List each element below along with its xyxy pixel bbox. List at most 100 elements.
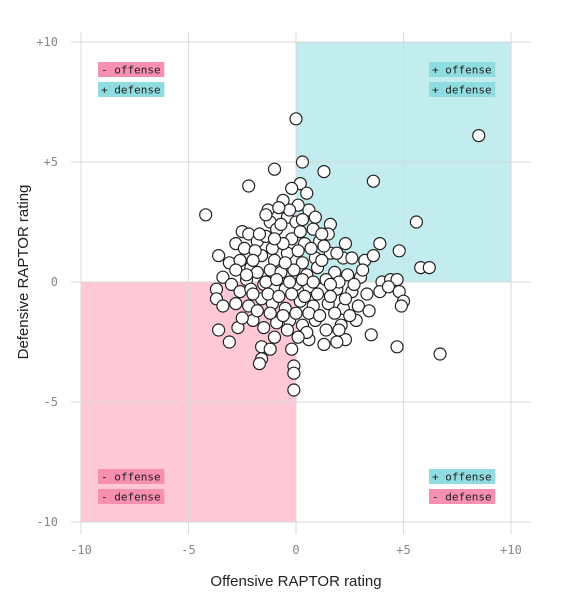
y-tick-label: +5 xyxy=(44,155,58,169)
data-point xyxy=(313,309,327,323)
quadrant-label-badge xyxy=(98,469,165,484)
data-point xyxy=(233,285,247,299)
data-point xyxy=(252,357,267,371)
data-point xyxy=(259,275,273,289)
quadrant-label-badge xyxy=(429,469,496,484)
data-point xyxy=(263,342,277,356)
data-point xyxy=(390,340,404,354)
data-point xyxy=(381,280,396,294)
quadrant-labels: - offense + defense + offense + defense - of… xyxy=(98,62,496,504)
data-point xyxy=(341,268,355,282)
y-tick-label: 0 xyxy=(51,275,58,289)
data-point xyxy=(295,256,310,270)
data-point xyxy=(252,227,267,241)
quadrant-label-badge xyxy=(98,82,165,97)
data-point xyxy=(246,287,260,301)
data-point xyxy=(261,287,275,301)
data-point xyxy=(285,181,299,195)
data-point xyxy=(394,299,408,313)
data-point xyxy=(287,366,301,380)
data-point xyxy=(317,337,331,351)
data-point xyxy=(270,273,284,287)
data-point xyxy=(338,237,353,251)
data-point xyxy=(222,335,236,349)
data-point xyxy=(295,213,310,227)
data-point xyxy=(300,186,314,200)
x-axis-label: Offensive RAPTOR rating xyxy=(210,573,381,590)
data-point xyxy=(293,225,307,239)
data-point xyxy=(287,383,301,397)
data-point xyxy=(285,287,299,301)
data-point xyxy=(267,330,282,344)
x-tick-label: 0 xyxy=(292,543,299,557)
data-point xyxy=(304,241,318,255)
data-point xyxy=(317,165,331,179)
data-point xyxy=(250,265,264,279)
data-point xyxy=(289,306,303,320)
data-point xyxy=(356,263,370,277)
data-point xyxy=(282,203,297,217)
data-point xyxy=(319,323,333,337)
data-point xyxy=(345,251,359,265)
data-point xyxy=(285,342,299,356)
x-tick-label: -10 xyxy=(70,543,92,557)
data-point xyxy=(259,208,273,222)
data-point xyxy=(298,289,312,303)
data-point xyxy=(291,244,305,258)
data-point xyxy=(278,256,292,270)
data-point xyxy=(343,309,357,323)
y-tick-labels: +10 +5 0 -5 -10 xyxy=(36,35,58,529)
y-tick-label: -10 xyxy=(36,515,58,529)
data-point xyxy=(250,304,264,318)
data-point xyxy=(246,253,260,267)
quadrant-label-text: + offense xyxy=(432,471,492,484)
data-point xyxy=(392,244,406,258)
data-point xyxy=(212,249,226,263)
data-point xyxy=(287,263,301,277)
quadrant-label-badge xyxy=(429,489,496,504)
data-point xyxy=(308,210,322,224)
data-point xyxy=(267,232,282,246)
data-point xyxy=(216,299,230,313)
data-point xyxy=(315,253,329,267)
data-point xyxy=(280,323,294,337)
data-point xyxy=(216,270,230,284)
data-point xyxy=(315,227,329,241)
data-point xyxy=(291,330,305,344)
data-point xyxy=(224,277,239,291)
data-point xyxy=(472,129,486,143)
data-point xyxy=(267,162,282,176)
data-points xyxy=(199,112,486,397)
data-point xyxy=(409,215,423,229)
data-point xyxy=(295,155,310,169)
data-point xyxy=(330,246,344,260)
data-point xyxy=(362,304,376,318)
quadrant-label-text: - offense xyxy=(101,471,161,484)
quadrant-label-badge xyxy=(98,489,165,504)
data-point xyxy=(317,239,331,253)
x-tick-label: +10 xyxy=(500,543,522,557)
data-point xyxy=(242,179,256,193)
x-tick-label: -5 xyxy=(181,543,195,557)
data-point xyxy=(323,289,337,303)
data-point xyxy=(310,287,325,301)
data-point xyxy=(274,217,288,231)
quadrant-label-badge xyxy=(429,82,496,97)
data-point xyxy=(360,287,374,301)
data-point xyxy=(229,297,243,311)
data-point xyxy=(433,347,447,361)
quadrant-label-badge xyxy=(429,62,496,77)
quadrant-label-text: - defense xyxy=(101,491,161,504)
data-point xyxy=(373,237,387,251)
quadrant-label-text: - defense xyxy=(432,491,492,504)
quadrant-label-badge xyxy=(98,62,165,77)
data-point xyxy=(422,261,436,275)
data-point xyxy=(237,241,251,255)
data-point xyxy=(364,328,378,342)
data-point xyxy=(282,275,297,289)
data-point xyxy=(328,306,342,320)
data-point xyxy=(289,112,303,126)
data-point xyxy=(366,249,380,263)
x-tick-label: +5 xyxy=(396,543,410,557)
